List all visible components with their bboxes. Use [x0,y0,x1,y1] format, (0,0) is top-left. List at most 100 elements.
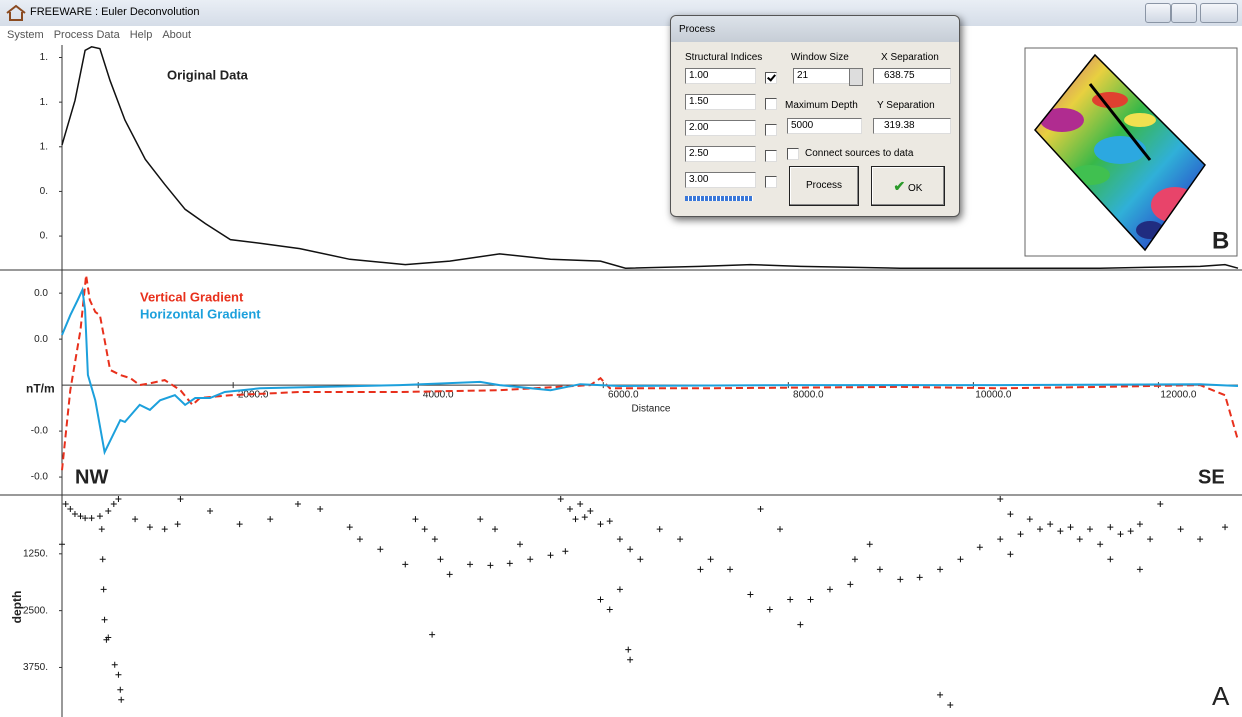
source-point [115,496,121,502]
structural-index-checkbox[interactable] [765,124,777,136]
source-point [437,556,443,562]
source-point [1027,516,1033,522]
ok-button[interactable]: ✔ OK [871,166,945,206]
y-axis-label: nT/m [26,381,55,395]
source-point [422,526,428,532]
source-point [1097,541,1103,547]
source-point [101,586,107,592]
source-point [63,501,69,507]
x-tick-label: 8000.0 [793,390,824,401]
structural-index-checkbox[interactable] [765,150,777,162]
source-point [492,526,498,532]
source-point [102,617,108,623]
source-point [548,552,554,558]
source-point [597,521,603,527]
field-label: Y Separation [877,100,935,111]
source-point [808,596,814,602]
structural-index-checkbox[interactable] [765,98,777,110]
source-point [99,526,105,532]
source-point [758,506,764,512]
window-size-input[interactable]: 21 [793,68,850,84]
source-point [105,508,111,514]
source-point [1137,566,1143,572]
source-point [1007,551,1013,557]
map-inset: B [1025,48,1237,256]
source-point [1128,528,1134,534]
source-point [517,541,523,547]
app-window: FREEWARE : Euler Deconvolution SystemPro… [0,0,1242,717]
panel-a-label: A [1212,681,1230,711]
y-tick-label: -0.0 [31,472,49,483]
source-point [59,541,65,547]
source-point [637,556,643,562]
source-point [977,544,983,550]
source-point [67,506,73,512]
structural-index-input[interactable]: 3.00 [685,172,756,188]
x-separation-input[interactable]: 638.75 [873,68,951,84]
source-point [1057,528,1063,534]
structural-index-input[interactable]: 2.50 [685,146,756,162]
source-point [447,571,453,577]
x-tick-label: 12000.0 [1160,390,1197,401]
source-point [797,622,803,628]
source-point [767,607,773,613]
y-tick-label: 1. [40,97,48,108]
y-tick-label: 0. [40,186,48,197]
source-point [852,556,858,562]
connect-checkbox[interactable] [787,148,799,160]
x-axis-label: Distance [632,404,671,415]
source-point [347,524,353,530]
source-point [402,561,408,567]
source-point [177,496,183,502]
source-point [112,662,118,668]
source-point [1222,524,1228,530]
structural-index-checkbox[interactable] [765,72,777,84]
structural-index-input[interactable]: 1.00 [685,68,756,84]
y-axis-label: depth [10,591,24,624]
y-tick-label: 1. [40,141,48,152]
source-point [295,501,301,507]
source-point [207,508,213,514]
source-point [429,632,435,638]
source-point [1077,536,1083,542]
spin-button[interactable] [849,68,863,86]
source-point [607,518,613,524]
source-point [72,511,78,517]
structural-index-input[interactable]: 2.00 [685,120,756,136]
source-point [697,566,703,572]
structural-index-input[interactable]: 1.50 [685,94,756,110]
structural-index-checkbox[interactable] [765,176,777,188]
source-point [917,574,923,580]
se-label: SE [1198,466,1225,488]
source-point [432,536,438,542]
source-point [847,581,853,587]
source-point [947,702,953,708]
source-point [877,566,883,572]
source-point [1178,526,1184,532]
source-point [607,607,613,613]
source-point [487,562,493,568]
source-point [97,513,103,519]
source-point [1087,526,1093,532]
source-point [827,586,833,592]
source-point [558,496,564,502]
process-button[interactable]: Process [789,166,859,206]
source-point [957,556,963,562]
source-point [997,536,1003,542]
source-point [162,526,168,532]
source-point [1037,526,1043,532]
source-point [1047,521,1053,527]
source-point [467,561,473,567]
y-tick-label: 3750. [23,662,48,673]
source-point [100,556,106,562]
source-point [562,548,568,554]
y-separation-input[interactable]: 319.38 [873,118,951,134]
nw-label: NW [75,466,108,488]
source-point [412,516,418,522]
y-tick-label: 1250. [23,548,48,559]
y-tick-label: 0. [40,231,48,242]
source-point [267,516,273,522]
maximum-depth-input[interactable]: 5000 [787,118,862,134]
ok-label: OK [908,183,922,194]
source-point [527,556,533,562]
